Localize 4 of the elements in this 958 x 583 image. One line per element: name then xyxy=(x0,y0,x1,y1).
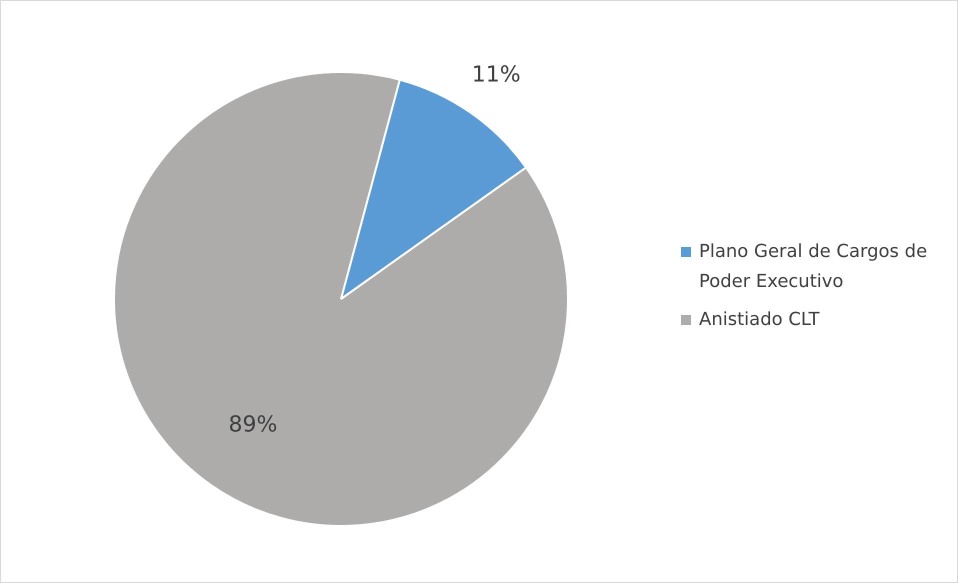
data-label: 89% xyxy=(228,412,278,438)
legend-label: Plano Geral de Cargos de Poder Executivo xyxy=(699,240,928,294)
legend-label: Anistiado CLT xyxy=(699,308,820,332)
data-label: 11% xyxy=(472,62,521,88)
